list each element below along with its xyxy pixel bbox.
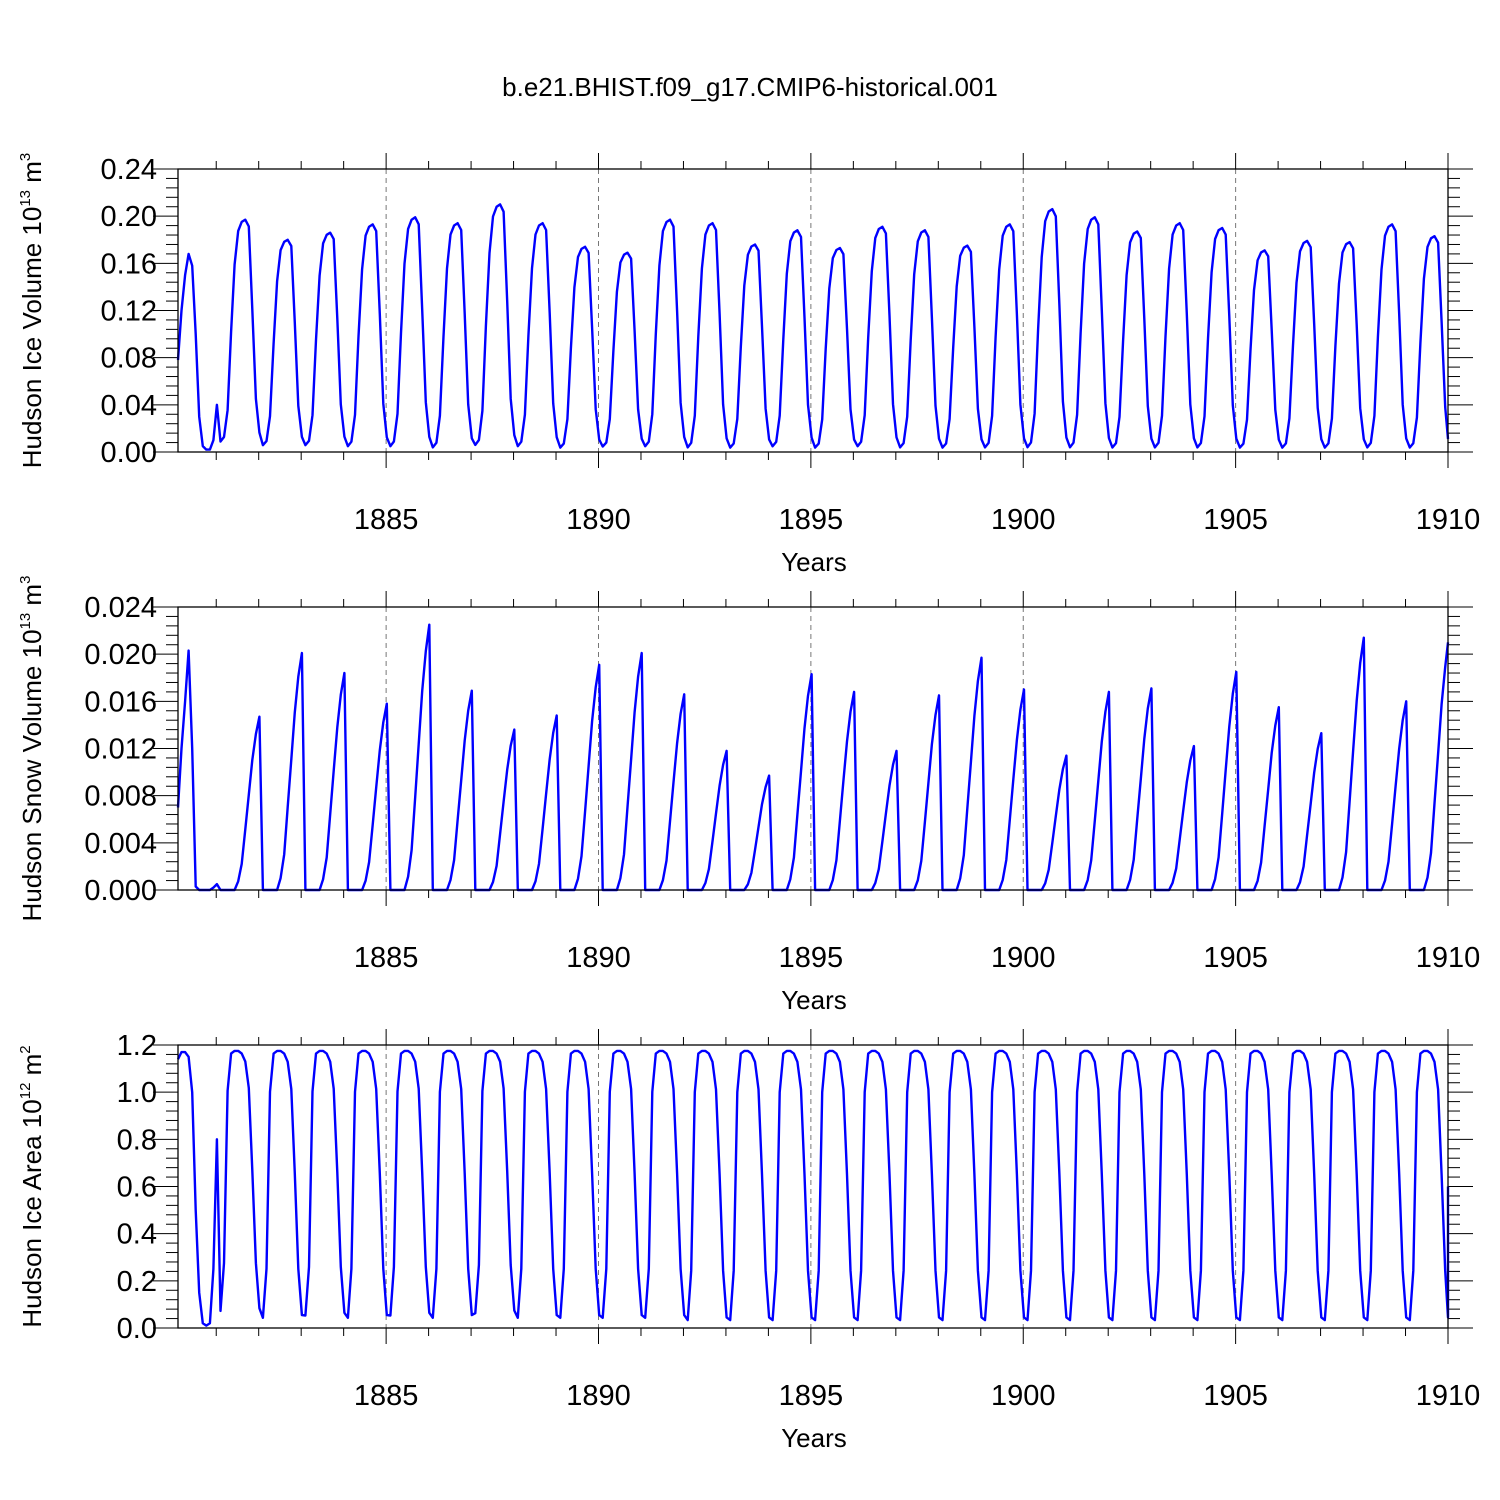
x-tick-label: 1905 — [1203, 942, 1268, 974]
x-tick-label: 1900 — [991, 504, 1056, 536]
series-line — [176, 1049, 1450, 1327]
y-axis-title: Hudson Ice Area 1012 m2 — [17, 1045, 47, 1327]
y-tick-label: 1.0 — [117, 1077, 157, 1109]
y-tick-label: 0.00 — [101, 437, 157, 469]
y-tick-label: 0.8 — [117, 1124, 157, 1156]
panels: 0.00 0.04 0.08 0.12 0.16 0.20 0.24 1885 1890 1895… — [17, 153, 1480, 1453]
x-tick-label: 1900 — [991, 1380, 1056, 1412]
y-tick-label: 0.0 — [117, 1313, 157, 1345]
x-tick-label: 1910 — [1416, 504, 1481, 536]
x-tick-label: 1910 — [1416, 1380, 1481, 1412]
chart-panel-2: 0.000 0.004 0.008 0.012 0.016 0.020 0.024 1885 1… — [17, 576, 1480, 1015]
plot-frame — [177, 606, 1449, 891]
x-tick-label: 1890 — [566, 1380, 631, 1412]
x-tick-label: 1890 — [566, 942, 631, 974]
x-tick-label: 1895 — [779, 1380, 844, 1412]
x-tick-label: 1895 — [779, 942, 844, 974]
figure-title: b.e21.BHIST.f09_g17.CMIP6-historical.001 — [502, 72, 998, 102]
y-tick-label: 0.20 — [101, 201, 157, 233]
plot-frame — [177, 168, 1449, 453]
x-tick-label: 1885 — [354, 1380, 419, 1412]
chart-panel-1: 0.00 0.04 0.08 0.12 0.16 0.20 0.24 1885 1890 1895… — [17, 153, 1480, 577]
x-tick-label: 1895 — [779, 504, 844, 536]
x-tick-label: 1910 — [1416, 942, 1481, 974]
x-tick-label: 1905 — [1203, 504, 1268, 536]
y-tick-label: 0.12 — [101, 296, 157, 328]
y-tick-label: 0.04 — [101, 390, 157, 422]
x-axis-title: Years — [781, 547, 847, 577]
x-axis-title: Years — [781, 985, 847, 1015]
series-line — [176, 623, 1450, 892]
plot-frame — [177, 1044, 1449, 1329]
y-tick-label: 0.004 — [84, 828, 157, 860]
y-tick-label: 0.016 — [84, 686, 157, 718]
series-line — [176, 203, 1450, 451]
y-tick-label: 0.16 — [101, 248, 157, 280]
y-tick-label: 0.4 — [117, 1219, 157, 1251]
y-tick-label: 0.024 — [84, 592, 157, 624]
y-tick-label: 0.000 — [84, 875, 157, 907]
y-tick-label: 0.2 — [117, 1266, 157, 1298]
chart-panel-3: 0.0 0.2 0.4 0.6 0.8 1.0 1.2 1885 1890 1895 1900 190… — [17, 1029, 1480, 1453]
x-tick-label: 1905 — [1203, 1380, 1268, 1412]
y-tick-label: 0.008 — [84, 781, 157, 813]
y-tick-label: 1.2 — [117, 1030, 157, 1062]
y-tick-label: 0.08 — [101, 343, 157, 375]
x-tick-label: 1900 — [991, 942, 1056, 974]
y-tick-label: 0.24 — [101, 154, 157, 186]
y-tick-label: 0.020 — [84, 639, 157, 671]
y-tick-label: 0.6 — [117, 1172, 157, 1204]
y-axis-title: Hudson Ice Volume 1013 m3 — [17, 153, 47, 469]
y-tick-label: 0.012 — [84, 734, 157, 766]
x-tick-label: 1890 — [566, 504, 631, 536]
x-tick-label: 1885 — [354, 942, 419, 974]
y-axis-title: Hudson Snow Volume 1013 m3 — [17, 576, 47, 922]
x-axis-title: Years — [781, 1423, 847, 1453]
x-tick-label: 1885 — [354, 504, 419, 536]
